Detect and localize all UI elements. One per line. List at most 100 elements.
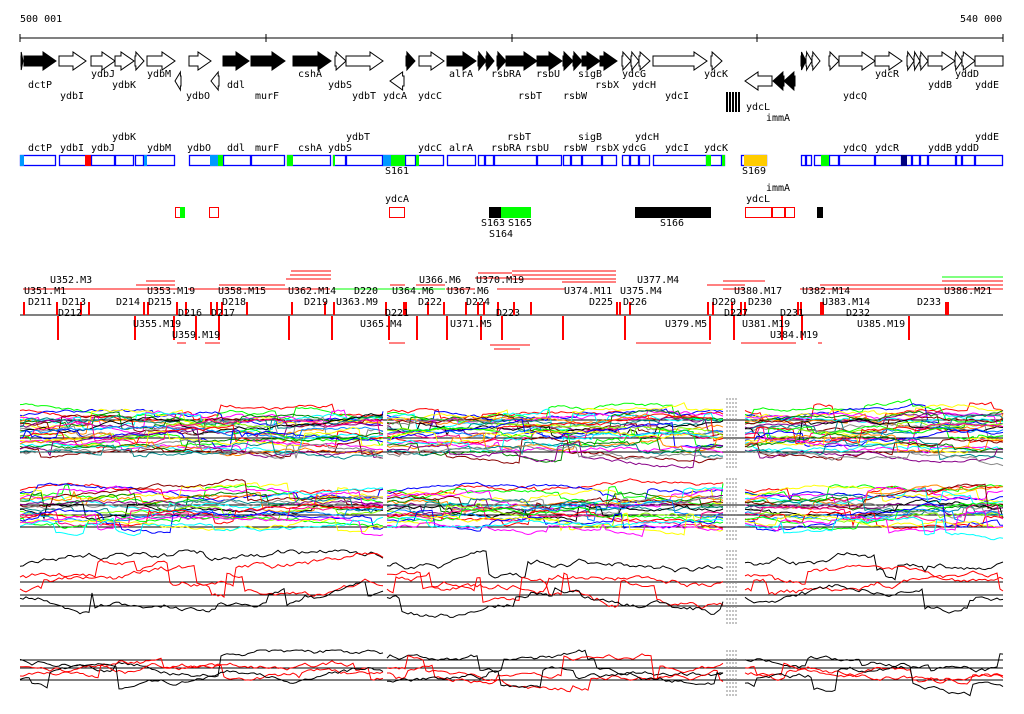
transcript-marker (744, 302, 746, 315)
panel-1-series (19, 439, 384, 460)
gene-arrow (906, 50, 915, 72)
transcript-label: U366.M6 (419, 275, 462, 286)
segment-box (927, 154, 957, 167)
panel-1-series (19, 416, 384, 441)
transcript-marker (56, 302, 58, 315)
gene-arrow (562, 50, 574, 72)
transcript-label: U380.M17 (734, 286, 783, 297)
panel-1-series (744, 398, 1004, 425)
transcript-label: D211 (28, 297, 53, 308)
transcript-marker (195, 316, 197, 340)
segment-fill (722, 155, 725, 166)
segment-fill (416, 155, 419, 166)
transcript-marker (176, 302, 178, 315)
transcript-marker (624, 316, 626, 340)
transcript-label: U379.M5 (665, 319, 708, 330)
gene-arrow (496, 50, 507, 72)
transcript-label: U362.M14 (288, 286, 337, 297)
gene-label-ydcI: ydcI (665, 91, 690, 102)
gene-arrow (811, 50, 821, 72)
panel-1-series (744, 437, 1004, 460)
transcript-label: U375.M4 (620, 286, 663, 297)
segment-label: S161 (385, 166, 410, 177)
segment-gene-label: rsbRA (491, 143, 522, 154)
gene-arrow (134, 50, 145, 72)
panel-2-series (19, 505, 384, 521)
transcript-marker (477, 302, 479, 315)
segment-gene-label: ddl (227, 143, 246, 154)
transcript-label: D231 (780, 308, 805, 319)
gene-arrow (954, 50, 963, 72)
gene-arrow (174, 70, 182, 92)
gene-label-ydcC: ydcC (418, 91, 443, 102)
transcript-marker (291, 302, 293, 315)
transcript-label: D216 (178, 308, 203, 319)
segment-fill (391, 155, 405, 166)
transcript-marker (385, 302, 387, 315)
transcript-marker (246, 302, 248, 315)
gene-arrow (919, 50, 929, 72)
panel-3-series (387, 570, 724, 595)
panel-2-series (386, 516, 724, 529)
segment-gene-label: rsbU (525, 143, 550, 154)
panel-1-series (19, 426, 384, 448)
gene-label-rsbU: rsbU (536, 69, 561, 80)
panel-3-series (19, 581, 384, 615)
small-track-box (209, 207, 219, 218)
transcript-label: U359.M19 (172, 330, 221, 341)
segment-box (955, 154, 963, 167)
gene-label-ydbO: ydbO (186, 91, 211, 102)
segment-gene-label: rsbX (595, 143, 620, 154)
panel-1-series (744, 425, 1004, 446)
transcript-marker (740, 302, 742, 315)
panel-2-series (386, 481, 724, 504)
transcript-marker (797, 302, 799, 315)
segment-gene-label: ydcH (635, 132, 660, 143)
gene-arrow (572, 50, 583, 72)
transcript-marker (712, 302, 714, 315)
segment-fill (210, 155, 218, 166)
transcript-marker (483, 302, 485, 315)
transcript-label: U352.M3 (50, 275, 93, 286)
transcript-marker (185, 302, 187, 315)
panel-1-series (19, 418, 384, 444)
segment-box (222, 154, 252, 167)
transcript-marker (210, 302, 212, 315)
transcript-marker (465, 302, 467, 315)
transcript-marker (23, 302, 25, 315)
panel-4-series (386, 649, 724, 677)
transcript-label: U363.M9 (336, 297, 379, 308)
panel-2-series (744, 502, 1004, 532)
gene-arrow (828, 50, 840, 72)
small-gene-cluster (729, 92, 731, 112)
transcript-label: D226 (623, 297, 648, 308)
segment-gene-label: ydcG (622, 143, 647, 154)
transcript-label: U385.M19 (857, 319, 906, 330)
panel-1-series (386, 426, 724, 448)
panel-1-series (386, 441, 723, 458)
transcript-label: U382.M14 (802, 286, 851, 297)
gene-label-immA: immA (766, 113, 791, 124)
gene-arrow (292, 51, 332, 71)
gene-arrow (222, 51, 250, 71)
segment-box (446, 154, 477, 167)
segment-box (911, 154, 921, 167)
transcript-marker (530, 302, 532, 315)
gene-arrow (652, 51, 708, 71)
transcript-marker (731, 302, 733, 315)
transcript-marker (801, 316, 803, 340)
panel-2-series (19, 508, 384, 534)
panel-1-series (744, 414, 1004, 436)
segment-box (581, 154, 603, 167)
panel-2-series (744, 498, 1004, 521)
panel-1-series (386, 418, 724, 449)
transcript-marker (427, 302, 429, 315)
segment-fill (20, 155, 24, 166)
transcript-label: U381.M19 (742, 319, 791, 330)
panel-2-series (386, 478, 724, 497)
segment-box (621, 154, 631, 167)
gene-arrow (805, 50, 813, 72)
transcript-label: D227 (724, 308, 749, 319)
transcript-marker (947, 302, 949, 315)
